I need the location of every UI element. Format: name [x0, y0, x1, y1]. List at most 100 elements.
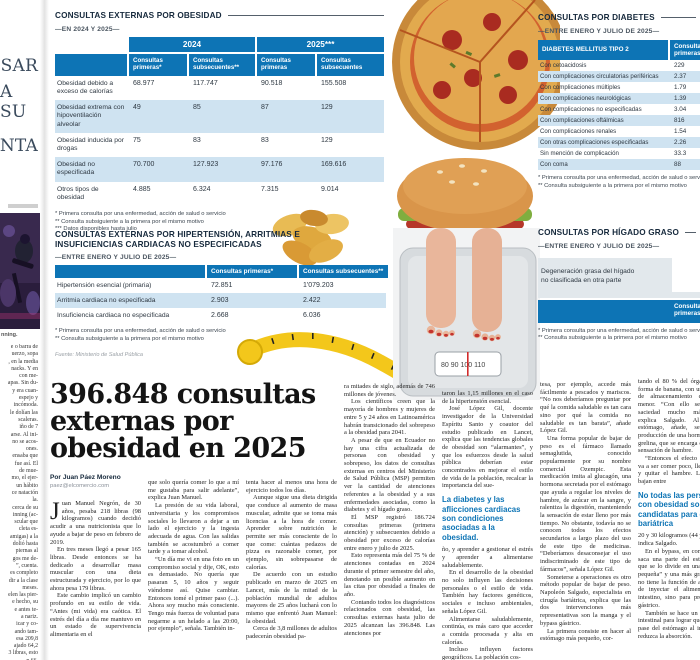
cell-value: 2.37	[674, 73, 687, 81]
article-paragraph: Los científicos creen que la mayoría de …	[344, 398, 435, 437]
column-header: Consultas primeras	[257, 53, 315, 76]
cell-value: 129	[321, 104, 333, 112]
row-label: Con cetoacidosis	[540, 62, 587, 70]
cell-value: 70.700	[133, 161, 155, 169]
article-paragraph: Este cambio implicó un cambio profundo e…	[50, 592, 141, 638]
cell-value: 33.3	[674, 150, 687, 158]
cell-value: 169.616	[321, 161, 347, 169]
article-paragraph: tando el 80 % del órgano, dándole forma …	[638, 378, 700, 455]
cell-value: 72.851	[211, 282, 233, 289]
article-column-3: tenta hacer al menos una hora de ejercic…	[246, 479, 337, 660]
article-paragraph: “Un día me vi en una foto en un compromi…	[148, 556, 239, 633]
row-label: Hipertensión esencial (primaria)	[57, 282, 152, 289]
article-paragraph: 20 y 30 kilogramos (44 y 66 libras)”, in…	[638, 532, 700, 548]
row-label: Obesidad debido a exceso de calorías	[57, 79, 114, 95]
article-column-6: tesa, por ejemplo, accede más fácilmente…	[540, 381, 631, 660]
article-headline: 396.848 consultas externas por obesidad …	[50, 379, 316, 464]
row-label: Con complicaciones oftálmicas	[540, 117, 624, 125]
infographic-subtitle: —ENTRE ENERO Y JULIO DE 2025—	[538, 27, 660, 35]
article-column-5: taron las 1,15 millones en el caso de la…	[442, 390, 533, 660]
table-row: Hipertensión esencial (primaria) 72.851 …	[55, 278, 386, 293]
infographic-subtitle: —ENTRE ENERO Y JULIO DE 2025—	[538, 242, 660, 250]
column-header-row: Consultas primeras* Consultas subsecuent…	[55, 265, 388, 278]
article-paragraph: Someterse a operaciones es otro método p…	[540, 573, 631, 627]
row-label: Obesidad inducida por drogas	[57, 136, 124, 152]
article-column-2: que solo quería comer lo que a mí me gus…	[148, 479, 239, 660]
cell-value: 1.54	[674, 128, 687, 136]
row-label: Con complicaciones múltiples	[540, 84, 621, 92]
photo-credit	[8, 204, 38, 208]
year-header: 2025***	[257, 36, 384, 52]
cell-value: 155.508	[321, 79, 347, 87]
article-paragraph: A pesar de que en Ecuador no hay una cif…	[344, 436, 435, 514]
row-label: Degeneración grasa del hígado no clasifi…	[541, 267, 635, 284]
cell-value: 68.977	[133, 79, 155, 87]
infographic-cardiac: CONSULTAS EXTERNAS POR HIPERTENSIÓN, ARR…	[55, 230, 388, 358]
article-paragraph: La primera consiste en hacer al estómago…	[540, 627, 631, 643]
row-label: Con complicaciones no especificadas	[540, 106, 642, 114]
column-header: Consultas primeras*	[670, 39, 700, 61]
spacer	[55, 37, 127, 52]
infographic-title: CONSULTAS EXTERNAS POR HIPERTENSIÓN, ARR…	[55, 230, 300, 249]
article-paragraph: La presión de su vida laboral, universit…	[148, 502, 239, 556]
infographic-title: CONSULTAS EXTERNAS POR OBESIDAD	[55, 11, 222, 20]
cell-value: 2.422	[303, 297, 321, 304]
row-label: Con complicaciones renales	[540, 128, 617, 136]
column-header-row: Consultas primeras*	[538, 299, 700, 323]
cell-value: 1'079.203	[303, 282, 334, 289]
cell-value: 4.885	[133, 185, 151, 193]
cell-value: 127.923	[193, 161, 219, 169]
article-paragraph: De acuerdo con un estudio publicado en m…	[246, 571, 337, 625]
table-row: Con otras complicaciones especificadas 2…	[538, 137, 700, 149]
infographic-obesity: CONSULTAS EXTERNAS POR OBESIDAD —EN 2024…	[55, 11, 384, 234]
cell-value: 83	[193, 136, 201, 144]
row-label: Sin mención de complicación	[540, 150, 619, 158]
column-header: Consultas primeras*	[207, 265, 297, 278]
cell-value: 2.903	[211, 297, 229, 304]
row-label: Otros tipos de obesidad	[57, 185, 99, 201]
article-paragraph: El MSP registró 186.724 consultas primer…	[344, 513, 435, 552]
row-label: Con otras complicaciones especificadas	[540, 139, 649, 147]
page-gutter-divider	[40, 0, 49, 660]
table-row: Con complicaciones múltiples 1.79	[538, 82, 700, 93]
article-paragraph: Esto representa más del 75 % de atencion…	[344, 552, 435, 598]
fried-food-photo	[272, 209, 349, 266]
adjacent-headline-fragment: A SU	[0, 82, 27, 122]
article-paragraph: tenta hacer al menos una hora de ejercic…	[246, 479, 337, 494]
cell-value: 1.39	[674, 95, 687, 103]
article-paragraph: tesa, por ejemplo, accede más fácilmente…	[540, 381, 631, 435]
cell-value: 88	[674, 161, 682, 169]
infographic-liver: CONSULTAS POR HÍGADO GRASO —ENTRE ENERO …	[538, 228, 700, 343]
table-row: Con complicaciones renales 1.54	[538, 126, 700, 137]
value-cell-clipped	[672, 257, 700, 292]
article-paragraph: ño, y aprender a gestionar el estrés y a…	[442, 546, 533, 569]
cell-value: 816	[674, 117, 685, 125]
footnotes: * Primera consulta por una enfermedad, a…	[538, 327, 700, 342]
cell-value: 87	[261, 104, 269, 112]
table-row: Sin mención de complicación 33.3	[538, 148, 700, 159]
cell-value: 49	[133, 104, 141, 112]
cell-value: 90.518	[261, 79, 283, 87]
byline-email[interactable]: paez@elcomercio.com	[50, 483, 110, 489]
article-paragraph: Una forma popular de bajar de peso es el…	[540, 434, 631, 573]
svg-text:80 90 100 110: 80 90 100 110	[441, 362, 485, 369]
photo-caption-fragment: nning.	[1, 332, 18, 338]
cell-value: 75	[133, 136, 141, 144]
footnotes: * Primera consulta por una enfermedad, a…	[55, 328, 226, 342]
infographic-subtitle: —EN 2024 Y 2025—	[55, 25, 120, 33]
column-header-row: Consultas primeras* Consultas subsecuent…	[55, 53, 384, 76]
column-header: Consultas primeras*	[129, 53, 187, 76]
cell-value: 97.176	[261, 161, 283, 169]
adjacent-column-text: e o barra de uerzo, sopa , en la media n…	[7, 344, 38, 660]
cell-value: 9.014	[321, 185, 339, 193]
byline: Por Juan Páez Moreno paez@elcomercio.com	[50, 474, 121, 489]
pizza-photo	[392, 0, 560, 150]
article-paragraph: que solo quería comer lo que a mí me gus…	[148, 479, 239, 502]
article-paragraph: taron las 1,15 millones en el caso de la…	[442, 390, 533, 405]
footnotes: * Primera consulta por una enfermedad, a…	[538, 175, 700, 189]
cell-value: 117.747	[193, 79, 218, 87]
row-label: Con coma	[540, 161, 568, 169]
cell-value: 6.324	[193, 185, 211, 193]
